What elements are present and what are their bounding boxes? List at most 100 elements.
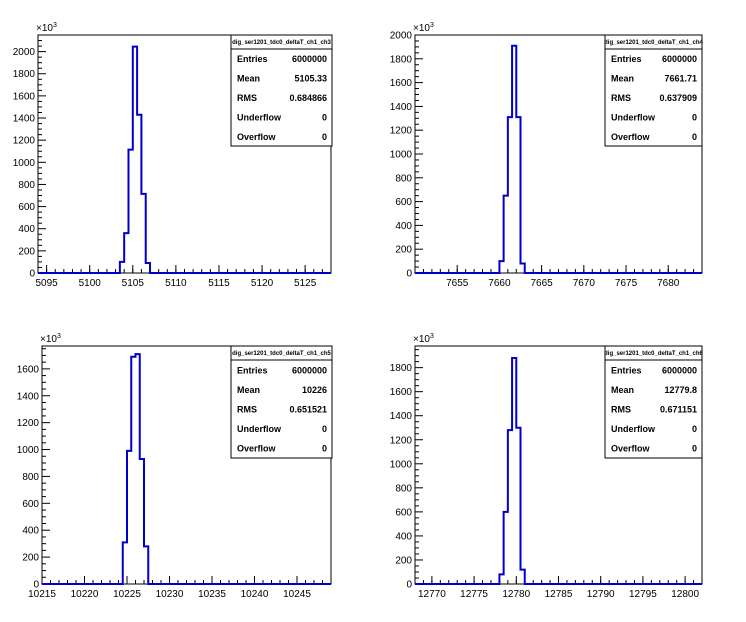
stats-title: dig_ser1201_tdc0_deltaT_ch1_ch5 <box>232 351 331 357</box>
histogram-panel-2: 0 200 400 600 800 1000 1200 1400 1600 1800 2000 765… <box>390 22 704 289</box>
stats-mean-label: Mean <box>611 74 634 84</box>
stats-entries-label: Entries <box>237 365 268 375</box>
stats-mean-label: Mean <box>611 385 634 395</box>
stats-rms-label: RMS <box>611 405 631 415</box>
y-tick-label: 0 <box>29 269 35 280</box>
y-multiplier-exponent: 3 <box>57 333 61 340</box>
y-tick-label: 1600 <box>390 387 413 398</box>
y-tick-label: 600 <box>395 197 412 208</box>
x-tick-label: 7660 <box>488 278 511 289</box>
x-tick-label: 5115 <box>208 278 230 289</box>
y-tick-label: 400 <box>18 224 35 235</box>
x-tick-label: 7655 <box>446 278 469 289</box>
y-multiplier-exponent: 3 <box>430 333 434 340</box>
x-tick-label: 10225 <box>113 589 141 600</box>
x-tick-label: 5100 <box>79 278 102 289</box>
stats-box-frame <box>230 34 333 147</box>
stats-entries-value: 6000000 <box>292 365 327 375</box>
histogram-bin <box>140 459 144 584</box>
y-tick-label: 200 <box>18 246 35 257</box>
x-tick-label: 7675 <box>615 278 638 289</box>
y-tick-label: 0 <box>406 269 412 280</box>
histogram-bin <box>136 354 140 584</box>
x-tick-label: 10220 <box>71 589 99 600</box>
stats-overflow-value: 0 <box>692 132 697 142</box>
stats-box-frame <box>230 345 333 459</box>
stats-underflow-value: 0 <box>322 112 327 122</box>
histogram-bin <box>516 117 520 273</box>
x-tick-label: 10230 <box>156 589 184 600</box>
stats-underflow-label: Underflow <box>237 424 282 434</box>
y-tick-label: 600 <box>22 499 39 510</box>
y-tick-label: 1400 <box>13 114 36 125</box>
x-tick-label: 12790 <box>587 589 615 600</box>
stats-box-frame <box>604 345 703 459</box>
stats-underflow-value: 0 <box>692 112 697 122</box>
stats-overflow-label: Overflow <box>611 132 651 142</box>
stats-overflow-label: Overflow <box>237 444 277 454</box>
histogram-bin <box>516 428 520 584</box>
histogram-bin <box>499 574 503 584</box>
y-tick-label: 400 <box>395 221 412 232</box>
stats-mean-label: Mean <box>237 74 260 84</box>
y-tick-label: 200 <box>22 553 39 564</box>
y-multiplier-label: ×103 <box>36 22 57 34</box>
stats-mean-label: Mean <box>237 385 260 395</box>
stats-entries-value: 6000000 <box>292 54 327 64</box>
stats-rms-value: 0.684866 <box>289 93 327 103</box>
stats-overflow-label: Overflow <box>611 444 651 454</box>
x-tick-label: 12795 <box>629 589 657 600</box>
stats-mean-value: 5105.33 <box>294 74 327 84</box>
x-tick-label: 10245 <box>283 589 311 600</box>
stats-mean-value: 12779.8 <box>664 385 697 395</box>
histogram-bin <box>146 263 150 273</box>
x-tick-label: 7670 <box>573 278 596 289</box>
x-tick-label: 5105 <box>122 278 145 289</box>
y-tick-label: 800 <box>395 483 412 494</box>
histogram-bin <box>133 47 137 273</box>
y-tick-label: 1600 <box>13 91 36 102</box>
stats-overflow-value: 0 <box>322 132 327 142</box>
stats-title: dig_ser1201_tdc0_deltaT_ch1_ch6 <box>604 351 703 357</box>
stats-overflow-value: 0 <box>692 444 697 454</box>
histogram-bin <box>131 357 135 584</box>
y-tick-label: 800 <box>395 173 412 184</box>
y-tick-label: 1000 <box>17 445 40 456</box>
stats-overflow-label: Overflow <box>237 132 277 142</box>
stats-box: dig_ser1201_tdc0_deltaT_ch1_ch5 Entries 60… <box>230 345 333 459</box>
stats-rms-value: 0.671151 <box>660 405 697 415</box>
y-tick-label: 1800 <box>390 54 413 65</box>
stats-mean-value: 10226 <box>302 385 327 395</box>
stats-underflow-label: Underflow <box>237 112 282 122</box>
stats-entries-value: 6000000 <box>662 365 697 375</box>
histogram-panel-4: 0 200 400 600 800 1000 1200 1400 1600 1800 12770 12… <box>390 333 704 600</box>
histogram-bin <box>141 194 145 273</box>
histogram-series <box>38 45 331 274</box>
x-tick-label: 5125 <box>294 278 317 289</box>
stats-entries-label: Entries <box>237 54 268 64</box>
histogram-bin <box>137 115 141 273</box>
x-tick-label: 12785 <box>545 589 573 600</box>
y-tick-label: 400 <box>395 531 412 542</box>
x-tick-label: 7665 <box>530 278 553 289</box>
histogram-bin <box>128 150 132 273</box>
y-tick-label: 1400 <box>17 391 40 402</box>
histogram-bin <box>124 233 128 273</box>
y-tick-label: 200 <box>395 555 412 566</box>
y-multiplier-exponent: 3 <box>430 22 434 29</box>
y-multiplier-label: ×103 <box>413 333 434 345</box>
stats-overflow-value: 0 <box>322 444 327 454</box>
stats-underflow-value: 0 <box>692 424 697 434</box>
histogram-bin <box>504 512 508 584</box>
y-tick-label: 1000 <box>390 459 413 470</box>
x-tick-label: 5095 <box>35 278 58 289</box>
histogram-bin <box>123 542 127 584</box>
y-multiplier-label: ×103 <box>40 333 61 345</box>
x-tick-label: 12770 <box>418 589 446 600</box>
y-tick-label: 2000 <box>390 31 413 42</box>
stats-underflow-label: Underflow <box>611 112 656 122</box>
y-tick-label: 0 <box>406 580 412 591</box>
y-tick-label: 1200 <box>390 126 413 137</box>
y-multiplier-exponent: 3 <box>53 22 57 29</box>
y-tick-label: 1200 <box>13 136 36 147</box>
